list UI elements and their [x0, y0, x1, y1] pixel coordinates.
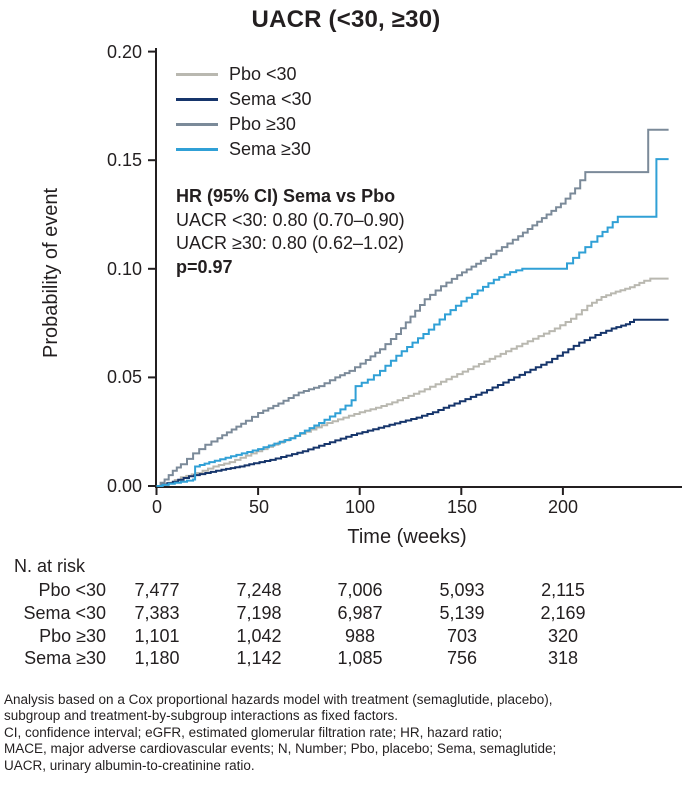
km-plot-svg: [148, 48, 682, 495]
risk-table-row: Sema <30 7,383 7,198 6,987 5,139 2,169: [0, 603, 685, 625]
y-tick-label: 0.20: [106, 42, 142, 62]
footnote-line: CI, confidence interval; eGFR, estimated…: [4, 724, 503, 740]
risk-count: 703: [446, 626, 478, 646]
legend-item-pbo-ge30: Pbo ≥30: [176, 112, 312, 137]
risk-count: 1,085: [337, 648, 383, 668]
risk-count: 1,142: [236, 648, 282, 668]
risk-count: 5,139: [439, 603, 485, 623]
hr-annotation: HR (95% CI) Sema vs Pbo UACR <30: 0.80 (…: [176, 185, 405, 279]
footnote-line: UACR, urinary albumin-to-creatinine rati…: [4, 757, 255, 773]
hr-annotation-heading: HR (95% CI) Sema vs Pbo: [176, 186, 396, 206]
risk-count: 6,987: [337, 603, 383, 623]
x-axis-label: Time (weeks): [347, 526, 467, 548]
x-tick-label: 150: [446, 497, 478, 517]
y-tick-label: 0.00: [106, 476, 142, 496]
legend-item-pbo-lt30: Pbo <30: [176, 62, 312, 87]
risk-count: 7,198: [236, 603, 282, 623]
risk-table-row: Pbo <30 7,477 7,248 7,006 5,093 2,115: [0, 580, 685, 602]
x-tick-label: 200: [547, 497, 579, 517]
legend-label: Sema ≥30: [229, 139, 311, 159]
y-tick-label: 0.05: [106, 367, 142, 387]
hr-annotation-pvalue: p=0.97: [176, 256, 233, 277]
footnote-line: MACE, major adverse cardiovascular event…: [4, 741, 557, 757]
x-tick-label: 0: [151, 497, 162, 517]
risk-count: 1,101: [134, 626, 180, 646]
risk-count: 320: [547, 626, 579, 646]
curve-sema-30: [156, 158, 669, 487]
footnote-line: Analysis based on a Cox proportional haz…: [4, 692, 553, 707]
curve-pbo-30: [156, 277, 669, 487]
risk-count: 5,093: [439, 580, 485, 600]
hr-annotation-uacr-ge30: UACR ≥30: 0.80 (0.62–1.02): [176, 233, 405, 253]
legend-line-swatch: [176, 98, 218, 101]
legend-item-sema-ge30: Sema ≥30: [176, 137, 312, 162]
legend-label: Pbo <30: [229, 64, 297, 84]
curve-pbo-30: [156, 128, 669, 487]
footnote-line: subgroup and treatment-by-subgroup inter…: [4, 708, 398, 724]
legend-item-sema-lt30: Sema <30: [176, 87, 312, 112]
legend: Pbo <30 Sema <30 Pbo ≥30 Sema ≥30: [176, 62, 312, 162]
legend-line-swatch: [176, 148, 218, 151]
y-tick-label: 0.15: [106, 150, 142, 170]
x-tick-label: 50: [248, 497, 270, 517]
footnotes: Analysis based on a Cox proportional haz…: [4, 692, 680, 774]
risk-count: 988: [344, 626, 376, 646]
risk-count: 7,248: [236, 580, 282, 600]
risk-table-heading: N. at risk: [14, 556, 86, 576]
risk-count: 2,169: [540, 603, 586, 623]
risk-count: 1,180: [134, 648, 180, 668]
risk-table-row: Sema ≥30 1,180 1,142 1,085 756 318: [0, 648, 685, 670]
hr-annotation-uacr-lt30: UACR <30: 0.80 (0.70–0.90): [176, 209, 405, 230]
risk-row-label: Sema ≥30: [24, 648, 106, 668]
legend-line-swatch: [176, 73, 218, 76]
risk-row-label: Pbo ≥30: [39, 626, 106, 646]
curve-sema-30: [156, 318, 669, 487]
risk-row-label: Pbo <30: [38, 580, 106, 600]
risk-count: 2,115: [541, 580, 585, 600]
risk-count: 7,477: [134, 580, 180, 600]
risk-row-label: Sema <30: [23, 603, 106, 623]
chart-title: UACR (<30, ≥30): [251, 6, 441, 33]
legend-label: Pbo ≥30: [229, 114, 296, 134]
risk-count: 756: [446, 648, 478, 668]
y-tick-label: 0.10: [106, 259, 142, 279]
risk-count: 318: [547, 648, 579, 668]
risk-count: 7,383: [134, 603, 180, 623]
risk-count: 7,006: [337, 580, 383, 600]
risk-count: 1,042: [236, 626, 282, 646]
legend-line-swatch: [176, 123, 218, 126]
x-tick-label: 100: [344, 497, 376, 517]
legend-label: Sema <30: [229, 89, 312, 109]
risk-table-row: Pbo ≥30 1,101 1,042 988 703 320: [0, 626, 685, 648]
